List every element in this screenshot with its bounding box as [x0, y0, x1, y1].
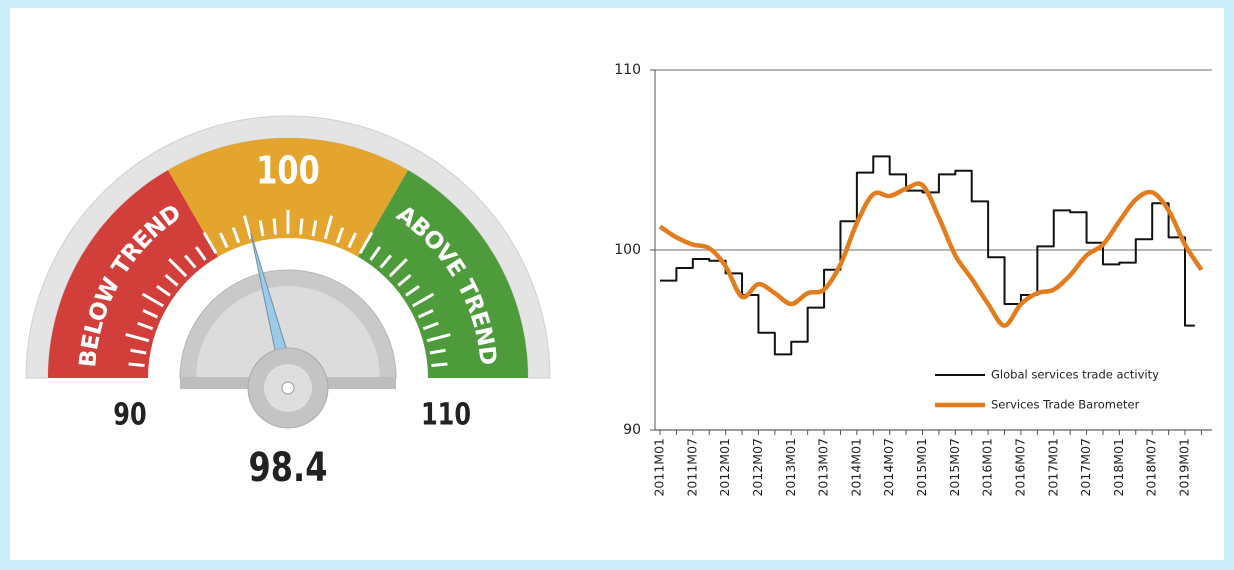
x-tick-label: 2016M01 — [980, 438, 995, 497]
x-tick-label: 2014M07 — [881, 438, 896, 497]
gauge-minor-tick — [301, 219, 302, 235]
frame: BELOW TRENDABOVE TREND9010011098.4901001… — [0, 0, 1234, 570]
x-tick-label: 2014M01 — [848, 438, 863, 497]
x-tick-label: 2017M07 — [1078, 438, 1093, 497]
x-tick-label: 2011M07 — [684, 438, 699, 497]
gauge-minor-tick — [431, 364, 447, 365]
x-tick-label: 2018M01 — [1111, 438, 1126, 497]
gauge-tick-label: 100 — [256, 149, 319, 193]
x-tick-label: 2018M07 — [1144, 438, 1159, 497]
gauge-knob-dot — [282, 382, 294, 394]
y-tick-label: 110 — [614, 62, 641, 78]
x-tick-label: 2015M01 — [914, 438, 929, 497]
x-tick-label: 2012M07 — [750, 438, 765, 497]
x-tick-label: 2015M07 — [947, 438, 962, 497]
gauge-minor-tick — [129, 364, 145, 365]
gauge-tick-label: 90 — [113, 398, 146, 432]
y-tick-label: 100 — [614, 242, 641, 258]
gauge-minor-tick — [274, 219, 275, 235]
series-line — [660, 156, 1195, 354]
legend-label: Services Trade Barometer — [991, 398, 1140, 412]
gauge-tick-label: 110 — [421, 398, 471, 432]
x-tick-label: 2017M01 — [1045, 438, 1060, 497]
x-tick-label: 2013M07 — [816, 438, 831, 497]
legend-label: Global services trade activity — [991, 368, 1159, 382]
x-tick-label: 2011M01 — [652, 438, 667, 497]
x-tick-label: 2013M01 — [783, 438, 798, 497]
y-tick-label: 90 — [623, 422, 641, 438]
x-tick-label: 2012M01 — [717, 438, 732, 497]
series-line — [660, 183, 1201, 325]
x-tick-label: 2016M07 — [1012, 438, 1027, 497]
x-tick-label: 2019M01 — [1177, 438, 1192, 497]
gauge-value: 98.4 — [249, 443, 328, 490]
